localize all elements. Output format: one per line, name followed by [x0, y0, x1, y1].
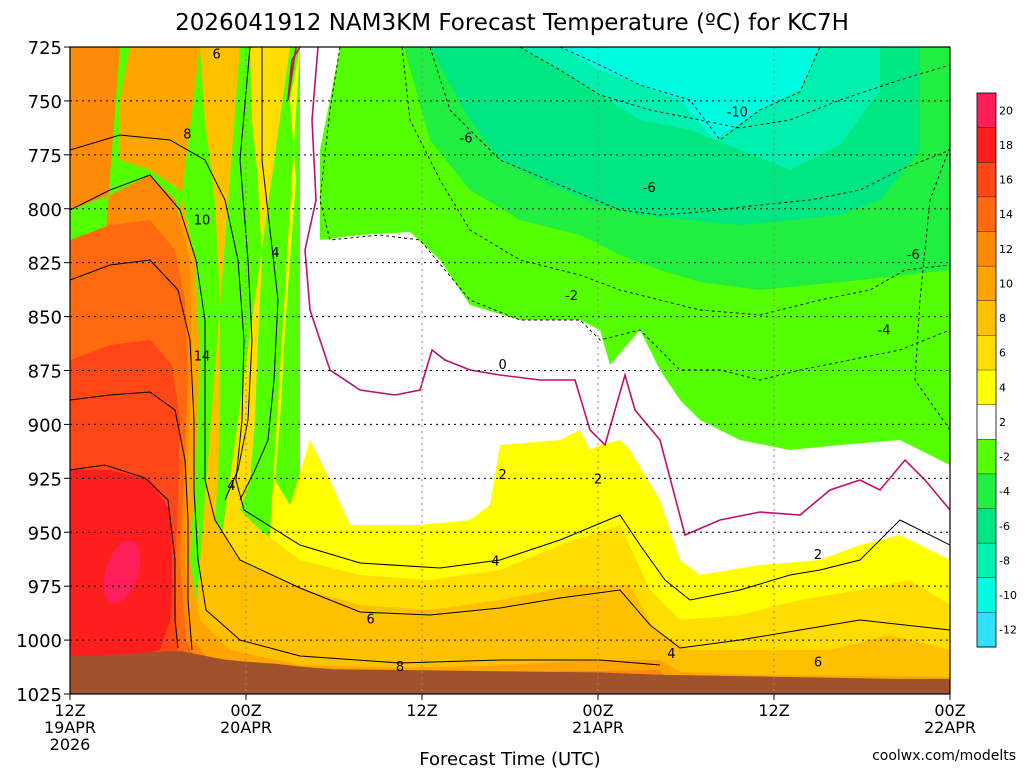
x-tick-label: 12Z	[54, 701, 85, 720]
contour-label: -6	[460, 132, 473, 147]
colorbar-swatch	[977, 612, 996, 648]
colorbar-label: 20	[999, 104, 1013, 117]
ground-terrain	[70, 650, 950, 694]
y-axis: 725 750 775 800 825 850 875 900 925 950 975 1000 102…	[16, 38, 70, 706]
colorbar-swatch	[977, 439, 996, 475]
colorbar-label: -4	[999, 485, 1010, 498]
x-tick-label: 2026	[50, 735, 91, 754]
colorbar-swatch	[977, 335, 996, 371]
colorbar-swatch	[977, 93, 996, 129]
x-tick-label: 22APR	[924, 718, 976, 737]
contour-label: 6	[213, 47, 221, 62]
y-tick-label: 725	[28, 38, 62, 59]
contour-label: 6	[814, 656, 822, 671]
contour-label: -2	[565, 289, 578, 304]
y-tick-label: 950	[28, 523, 62, 544]
x-tick-label: 00Z	[582, 701, 613, 720]
x-tick-label: 00Z	[934, 701, 965, 720]
colorbar-label: 12	[999, 243, 1013, 256]
contour-label: 2	[499, 468, 507, 483]
colorbar-swatch	[977, 370, 996, 406]
y-tick-label: 900	[28, 415, 62, 436]
y-tick-label: 925	[28, 469, 62, 490]
contour-label: 14	[194, 349, 211, 364]
x-tick-label: 19APR	[44, 718, 96, 737]
x-axis-label: Forecast Time (UTC)	[419, 749, 600, 768]
gridlines	[69, 46, 951, 695]
colorbar-label: 10	[999, 277, 1013, 290]
colorbar-label: 6	[999, 347, 1006, 360]
colorbar-swatch	[977, 266, 996, 302]
colorbar-swatch	[977, 543, 996, 579]
colorbar-swatch	[977, 196, 996, 232]
x-tick-label: 12Z	[406, 701, 437, 720]
contour-label: -6	[643, 181, 656, 196]
colorbar-label: 4	[999, 381, 1006, 394]
colorbar-label: -8	[999, 554, 1010, 567]
colorbar: 20 18 16 14 12 10 8 6 4 2 -2 -4 -6 -8 -10 -12	[976, 92, 1017, 648]
y-tick-label: 750	[28, 92, 62, 113]
colorbar-swatch	[977, 577, 996, 613]
colorbar-label: 8	[999, 312, 1006, 325]
colorbar-swatch	[977, 473, 996, 509]
x-tick-label: 21APR	[572, 718, 624, 737]
contour-label: 2	[814, 548, 822, 563]
y-tick-label: 975	[28, 577, 62, 598]
colorbar-swatch	[977, 508, 996, 544]
y-tick-label: 1025	[16, 685, 62, 706]
x-tick-label: 12Z	[758, 701, 789, 720]
colorbar-swatch	[977, 162, 996, 198]
contour-label: 10	[194, 214, 211, 229]
colorbar-label: 16	[999, 174, 1013, 187]
colorbar-label: -6	[999, 520, 1010, 533]
colorbar-swatch	[977, 300, 996, 336]
contour-label: 4	[227, 479, 235, 494]
colorbar-label: -12	[999, 624, 1017, 637]
colorbar-swatch	[977, 127, 996, 163]
contour-label: 2	[594, 472, 602, 487]
contour-label: 6	[367, 613, 375, 628]
contour-label: -4	[878, 324, 891, 339]
contour-label: -10	[727, 106, 748, 121]
contour-labels: 6 8 10 4 14 4 0 2 2 -2 -6 -6 -10 -6 -4 4 6 8 4 2 6	[183, 47, 920, 674]
band-plus2	[260, 47, 950, 694]
contour-label: -6	[907, 248, 920, 263]
contour-lines	[70, 47, 950, 666]
contour-label: 4	[491, 554, 499, 569]
band-plus6	[190, 47, 950, 694]
colorbar-label: -2	[999, 451, 1010, 464]
contour-label: 0	[499, 358, 507, 373]
colorbar-label: 14	[999, 208, 1013, 221]
y-tick-label: 775	[28, 146, 62, 167]
y-tick-label: 800	[28, 200, 62, 221]
contour-label: 4	[271, 246, 279, 261]
colorbar-swatch	[977, 404, 996, 440]
band-plus20	[103, 540, 141, 604]
y-tick-label: 850	[28, 308, 62, 329]
contour-label: 4	[667, 647, 675, 662]
contour-label: 8	[396, 660, 404, 675]
x-tick-label: 00Z	[230, 701, 261, 720]
x-tick-label: 20APR	[220, 718, 272, 737]
freezing-line	[287, 47, 950, 537]
band-cold-minus10	[560, 47, 820, 140]
dashed-contours	[319, 47, 950, 431]
band-plus8	[120, 47, 950, 694]
colorbar-label: 2	[999, 416, 1006, 429]
credit-label: coolwx.com/modelts	[872, 748, 1016, 764]
colorbar-label: -10	[999, 589, 1017, 602]
colorbar-swatch	[977, 231, 996, 267]
contour-label: 8	[183, 127, 191, 142]
colorbar-label: 18	[999, 139, 1013, 152]
y-tick-label: 1000	[16, 631, 62, 652]
chart-title: 2026041912 NAM3KM Forecast Temperature (…	[175, 10, 849, 36]
y-tick-label: 825	[28, 254, 62, 275]
y-tick-label: 875	[28, 362, 62, 383]
